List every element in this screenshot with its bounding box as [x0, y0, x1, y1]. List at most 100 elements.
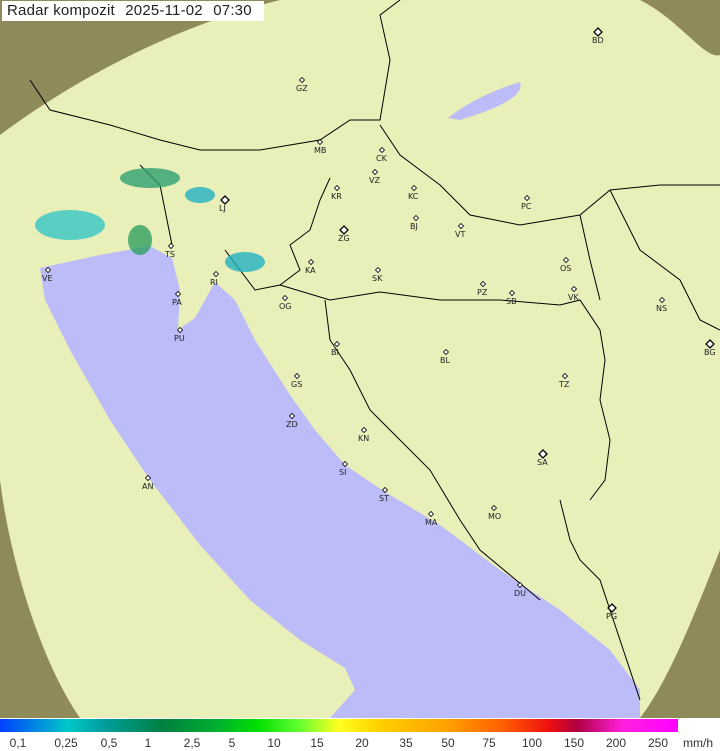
radar-map: GZ BD MB CK VZ KR KC LJ PC ZG BJ VT TS VE RI KA SK OS PA OG… — [0, 0, 720, 718]
city-marker-icon — [333, 184, 341, 192]
city-pc: PC — [521, 194, 532, 211]
city-label: CK — [376, 154, 388, 163]
city-bj: BJ — [410, 214, 420, 231]
city-bd: BD — [592, 27, 604, 45]
scale-label: 20 — [355, 736, 369, 750]
scale-label: 2,5 — [183, 736, 201, 750]
city-label: ST — [379, 494, 389, 503]
city-ri: RI — [210, 270, 220, 287]
city-ve: VE — [42, 266, 53, 283]
city-label: RI — [210, 278, 218, 287]
city-an: AN — [142, 474, 153, 491]
city-marker-icon — [561, 372, 569, 380]
city-label: KC — [408, 192, 419, 201]
city-marker-icon — [316, 138, 324, 146]
city-marker-icon — [293, 372, 301, 380]
city-label: GS — [291, 380, 302, 389]
city-tz: TZ — [558, 372, 570, 389]
city-marker-icon — [374, 266, 382, 274]
city-marker-icon — [658, 296, 666, 304]
city-marker-icon — [490, 504, 498, 512]
scale-label: 0,1 — [9, 736, 27, 750]
city-st: ST — [379, 486, 389, 503]
scale-unit: mm/h — [683, 736, 713, 750]
city-label: VE — [42, 274, 53, 283]
city-label: GZ — [296, 84, 308, 93]
city-marker-icon — [378, 146, 386, 154]
city-label: PZ — [477, 288, 488, 297]
city-marker-icon — [538, 449, 548, 459]
city-os: OS — [560, 256, 571, 273]
city-label: SA — [537, 458, 548, 467]
city-gs: GS — [291, 372, 302, 389]
city-marker-icon — [281, 294, 289, 302]
city-vz: VZ — [369, 168, 380, 185]
city-label: OG — [279, 302, 292, 311]
city-sa: SA — [537, 449, 548, 467]
city-du: DU — [514, 581, 526, 598]
city-vk: VK — [568, 285, 579, 302]
city-marker-icon — [442, 348, 450, 356]
radar-coverage-area — [0, 0, 720, 718]
city-label: MA — [425, 518, 438, 527]
map-title: Radar kompozit 2025-11-02 07:30 — [2, 1, 264, 21]
city-marker-icon — [508, 289, 516, 297]
city-kn: KN — [358, 426, 369, 443]
city-marker-icon — [220, 195, 230, 205]
city-kc: KC — [408, 184, 419, 201]
city-label: ZG — [338, 234, 350, 243]
scale-label: 100 — [521, 736, 543, 750]
city-marker-icon — [593, 27, 603, 37]
city-kr: KR — [331, 184, 342, 201]
city-marker-icon — [288, 412, 296, 420]
scale-label: 5 — [228, 736, 236, 750]
city-marker-icon — [457, 222, 465, 230]
city-label: VT — [455, 230, 465, 239]
city-lj: LJ — [219, 195, 230, 213]
city-label: KR — [331, 192, 342, 201]
title-time: 07:30 — [213, 2, 252, 19]
city-label: PC — [521, 202, 532, 211]
city-sb: SB — [506, 289, 517, 306]
city-label: KA — [305, 266, 316, 275]
scale-label: 75 — [482, 736, 496, 750]
city-mo: MO — [488, 504, 501, 521]
city-mb: MB — [314, 138, 326, 155]
scale-label: 10 — [267, 736, 281, 750]
scale-label: 0,5 — [100, 736, 118, 750]
city-pu: PU — [174, 326, 185, 343]
city-gz: GZ — [296, 76, 308, 93]
city-marker-icon — [410, 184, 418, 192]
city-ck: CK — [376, 146, 388, 163]
city-label: BG — [704, 348, 716, 357]
city-label: BL — [440, 356, 450, 365]
city-marker-icon — [298, 76, 306, 84]
precipitation-color-scale — [0, 719, 678, 732]
city-marker-icon — [479, 280, 487, 288]
city-marker-icon — [341, 460, 349, 468]
city-pa: PA — [172, 290, 182, 307]
city-marker-icon — [562, 256, 570, 264]
city-bi: BI — [331, 340, 341, 357]
city-label: ZD — [286, 420, 298, 429]
scale-label: 150 — [563, 736, 585, 750]
city-label: AN — [142, 482, 153, 491]
city-sk: SK — [372, 266, 383, 283]
city-marker-icon — [167, 242, 175, 250]
city-label: TS — [164, 250, 175, 259]
city-marker-icon — [412, 214, 420, 222]
city-bl: BL — [440, 348, 450, 365]
city-ma: MA — [425, 510, 438, 527]
city-marker-icon — [212, 270, 220, 278]
city-si: SI — [339, 460, 349, 477]
scale-label: 15 — [310, 736, 324, 750]
city-marker-icon — [516, 581, 524, 589]
city-label: VZ — [369, 176, 380, 185]
city-marker-icon — [176, 326, 184, 334]
city-marker-icon — [371, 168, 379, 176]
title-text: Radar kompozit — [7, 2, 115, 19]
scale-label: 1 — [144, 736, 152, 750]
city-label: SI — [339, 468, 346, 477]
city-label: OS — [560, 264, 571, 273]
